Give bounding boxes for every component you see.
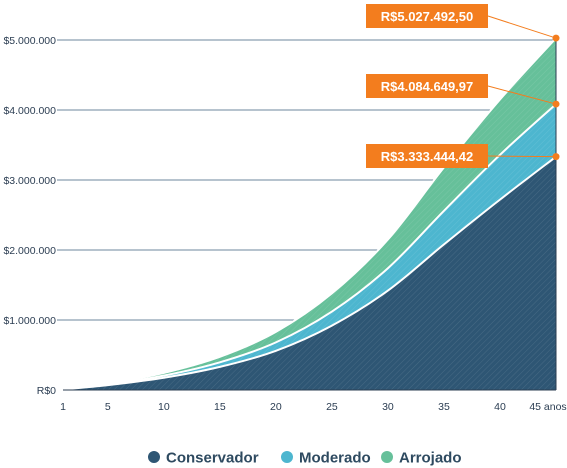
callout-box [366,4,488,28]
series-line-conservador [62,155,557,391]
x-tick-label: 5 [105,401,111,413]
x-tick-label: 10 [158,401,170,413]
x-tick-label: 35 [438,401,450,413]
x-tick-label: 25 [326,401,338,413]
endpoint-marker [552,153,560,161]
series-line-moderado [62,103,557,391]
y-tick-label: $4.000.000 [3,105,56,117]
value-callouts: R$3.333.444,42 R$4.084.649,97 R$5.027.492,… [366,4,560,168]
x-tick-label: 30 [382,401,394,413]
legend-swatch-moderado [281,451,293,463]
y-tick-label: $2.000.000 [3,245,56,257]
callout-leader [487,155,557,158]
endpoint-marker [552,100,560,108]
x-axis-ticks: 1 5 10 15 20 25 30 35 40 45 anos [60,401,567,413]
legend-swatch-arrojado [381,451,393,463]
y-tick-label: $1.000.000 [3,315,56,327]
legend-label-moderado: Moderado [299,450,371,467]
legend: Conservador Moderado Arrojado [148,450,462,467]
x-tick-label: 1 [60,401,66,413]
callout-value-moderado: R$4.084.649,97 [381,79,474,94]
legend-label-arrojado: Arrojado [399,450,462,467]
endpoint-marker [552,34,560,42]
legend-label-conservador: Conservador [166,450,259,467]
callout-box [366,144,488,168]
y-tick-label: $3.000.000 [3,175,56,187]
area-series [62,37,557,391]
x-tick-label: 40 [494,401,506,413]
x-tick-label: 15 [214,401,226,413]
callout-value-arrojado: R$5.027.492,50 [381,9,474,24]
series-line-arrojado [62,37,557,391]
axes [63,36,557,391]
callout-box [366,74,488,98]
y-tick-label: R$0 [37,385,56,397]
area-hatch-conservador [63,156,556,390]
y-axis-ticks: R$0 $1.000.000 $2.000.000 $3.000.000 $4.000.… [3,35,56,397]
x-tick-label: 45 anos [529,401,566,413]
callout-value-conservador: R$3.333.444,42 [381,149,474,164]
x-tick-label: 20 [270,401,282,413]
callout-leader [487,85,557,105]
legend-swatch-conservador [148,451,160,463]
callout-leader [487,15,557,39]
y-tick-label: $5.000.000 [3,35,56,47]
